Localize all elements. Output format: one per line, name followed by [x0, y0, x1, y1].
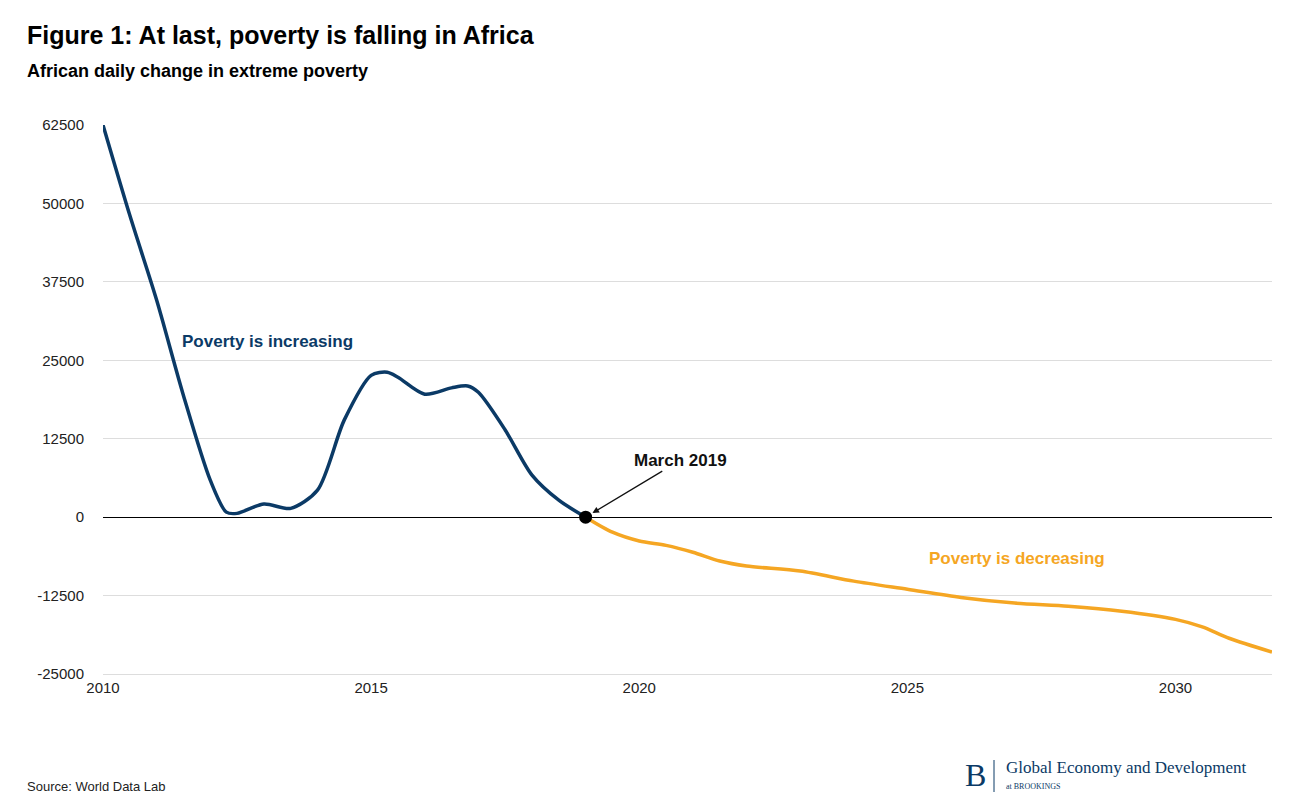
- svg-text:March 2019: March 2019: [634, 451, 727, 470]
- svg-text:Figure 1: At last, poverty is: Figure 1: At last, poverty is falling in…: [27, 21, 535, 49]
- svg-text:-12500: -12500: [37, 587, 84, 604]
- svg-text:-25000: -25000: [37, 665, 84, 682]
- svg-text:at BROOKINGS: at BROOKINGS: [1006, 782, 1060, 791]
- svg-text:2015: 2015: [354, 679, 387, 696]
- svg-text:2020: 2020: [623, 679, 656, 696]
- svg-text:2030: 2030: [1159, 679, 1192, 696]
- svg-text:Source: World Data Lab: Source: World Data Lab: [27, 779, 166, 794]
- svg-text:Poverty is increasing: Poverty is increasing: [182, 332, 353, 351]
- svg-text:25000: 25000: [42, 352, 84, 369]
- svg-text:African daily change in extrem: African daily change in extreme poverty: [27, 61, 368, 81]
- svg-text:Global Economy and Development: Global Economy and Development: [1006, 758, 1247, 777]
- svg-text:2010: 2010: [86, 679, 119, 696]
- svg-text:2025: 2025: [891, 679, 924, 696]
- svg-text:62500: 62500: [42, 116, 84, 133]
- svg-text:50000: 50000: [42, 195, 84, 212]
- svg-text:Poverty is decreasing: Poverty is decreasing: [929, 549, 1105, 568]
- svg-text:B: B: [965, 757, 986, 793]
- svg-text:37500: 37500: [42, 273, 84, 290]
- svg-text:12500: 12500: [42, 430, 84, 447]
- svg-text:0: 0: [76, 508, 84, 525]
